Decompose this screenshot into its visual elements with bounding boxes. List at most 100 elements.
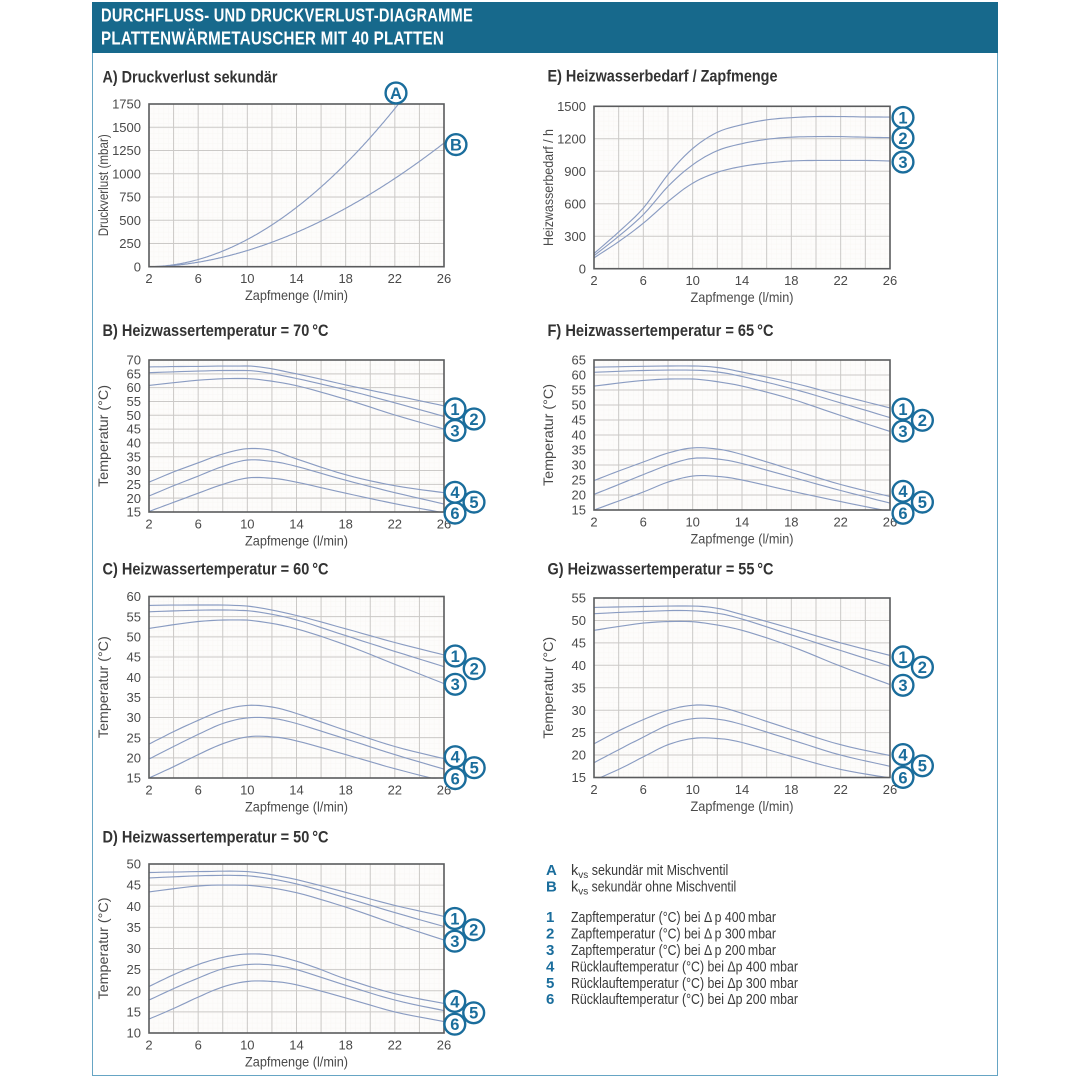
svg-text:1: 1 — [546, 909, 554, 926]
svg-text:25: 25 — [572, 473, 586, 488]
svg-text:Temperatur (°C): Temperatur (°C) — [540, 384, 556, 486]
svg-text:6: 6 — [640, 782, 647, 797]
svg-text:600: 600 — [564, 196, 586, 211]
svg-text:Rücklauftemperatur (°C) bei Δp: Rücklauftemperatur (°C) bei Δp 400 mbar — [571, 959, 798, 975]
svg-text:5: 5 — [470, 760, 479, 778]
svg-text:60: 60 — [572, 368, 586, 383]
svg-text:Rücklauftemperatur (°C) bei Δp: Rücklauftemperatur (°C) bei Δp 300 mbar — [571, 976, 798, 992]
svg-text:26: 26 — [437, 1038, 451, 1053]
svg-text:A: A — [390, 85, 402, 103]
svg-text:2: 2 — [145, 1038, 152, 1053]
svg-text:18: 18 — [784, 782, 798, 797]
svg-text:5: 5 — [469, 494, 478, 512]
svg-text:E) Heizwasserbedarf / Zapfmeng: E) Heizwasserbedarf / Zapfmenge — [548, 67, 778, 86]
svg-text:2: 2 — [590, 515, 597, 530]
svg-text:10: 10 — [240, 517, 254, 532]
svg-text:10: 10 — [685, 273, 699, 288]
svg-text:50: 50 — [572, 398, 586, 413]
svg-text:10: 10 — [685, 782, 699, 797]
svg-text:50: 50 — [127, 629, 141, 644]
svg-text:18: 18 — [338, 1038, 352, 1053]
svg-text:1000: 1000 — [112, 166, 141, 181]
svg-text:15: 15 — [127, 505, 141, 520]
svg-text:30: 30 — [127, 463, 141, 478]
svg-text:C) Heizwassertemperatur = 60 °: C) Heizwassertemperatur = 60 °C — [103, 560, 329, 579]
svg-text:6: 6 — [640, 515, 647, 530]
svg-text:18: 18 — [338, 271, 352, 286]
svg-text:45: 45 — [127, 422, 141, 437]
svg-text:40: 40 — [127, 670, 141, 685]
svg-text:Druckverlust (mbar): Druckverlust (mbar) — [95, 134, 111, 236]
svg-text:3: 3 — [898, 677, 907, 695]
svg-text:Zapfmenge (l/min): Zapfmenge (l/min) — [245, 1054, 348, 1070]
svg-text:Zapftemperatur (°C) bei Δ p 20: Zapftemperatur (°C) bei Δ p 200 mbar — [571, 943, 776, 959]
svg-text:250: 250 — [119, 236, 141, 251]
svg-text:Zapfmenge (l/min): Zapfmenge (l/min) — [691, 798, 794, 814]
svg-text:45: 45 — [127, 650, 141, 665]
svg-text:1: 1 — [898, 649, 907, 667]
svg-text:2: 2 — [918, 659, 927, 677]
svg-text:65: 65 — [127, 366, 141, 381]
svg-text:4: 4 — [450, 484, 460, 502]
svg-text:F) Heizwassertemperatur = 65 °: F) Heizwassertemperatur = 65 °C — [548, 321, 774, 340]
svg-text:Temperatur (°C): Temperatur (°C) — [95, 385, 111, 487]
svg-text:20: 20 — [572, 488, 586, 503]
svg-text:60: 60 — [127, 380, 141, 395]
svg-text:10: 10 — [685, 515, 699, 530]
svg-text:Zapftemperatur (°C) bei Δ p 40: Zapftemperatur (°C) bei Δ p 400 mbar — [571, 910, 776, 926]
svg-text:1: 1 — [451, 648, 460, 666]
svg-text:3: 3 — [451, 676, 460, 694]
svg-text:40: 40 — [572, 428, 586, 443]
svg-text:15: 15 — [127, 1005, 141, 1020]
svg-text:2: 2 — [898, 130, 907, 148]
svg-text:22: 22 — [388, 783, 402, 798]
svg-text:Zapfmenge (l/min): Zapfmenge (l/min) — [245, 533, 348, 549]
svg-text:60: 60 — [127, 589, 141, 604]
svg-text:14: 14 — [289, 271, 303, 286]
svg-text:30: 30 — [127, 941, 141, 956]
svg-text:3: 3 — [546, 942, 554, 959]
svg-text:4: 4 — [546, 958, 555, 975]
svg-text:2: 2 — [918, 412, 927, 430]
svg-text:5: 5 — [918, 758, 927, 776]
svg-text:10: 10 — [240, 271, 254, 286]
svg-text:45: 45 — [572, 413, 586, 428]
svg-text:35: 35 — [127, 690, 141, 705]
svg-text:kvs sekundär ohne Mischventil: kvs sekundär ohne Mischventil — [571, 880, 736, 898]
svg-text:10: 10 — [127, 1026, 141, 1041]
svg-text:55: 55 — [127, 609, 141, 624]
svg-text:A) Druckverlust sekundär: A) Druckverlust sekundär — [103, 68, 278, 87]
svg-text:15: 15 — [127, 771, 141, 786]
svg-text:55: 55 — [127, 394, 141, 409]
svg-text:Rücklauftemperatur (°C) bei Δp: Rücklauftemperatur (°C) bei Δp 200 mbar — [571, 992, 798, 1008]
svg-text:25: 25 — [127, 730, 141, 745]
svg-text:1200: 1200 — [557, 131, 586, 146]
svg-text:Zapfmenge (l/min): Zapfmenge (l/min) — [691, 289, 794, 305]
svg-text:18: 18 — [784, 273, 798, 288]
svg-text:22: 22 — [388, 271, 402, 286]
svg-text:3: 3 — [898, 154, 907, 172]
svg-text:50: 50 — [127, 857, 141, 872]
svg-text:Zapfmenge (l/min): Zapfmenge (l/min) — [691, 531, 794, 547]
svg-text:6: 6 — [195, 783, 202, 798]
svg-text:1: 1 — [450, 401, 459, 419]
svg-text:15: 15 — [572, 503, 586, 518]
svg-text:15: 15 — [572, 770, 586, 785]
svg-text:70: 70 — [127, 353, 141, 368]
svg-text:45: 45 — [572, 636, 586, 651]
svg-text:1500: 1500 — [557, 99, 586, 114]
svg-text:PLATTENWÄRMETAUSCHER MIT 40 PL: PLATTENWÄRMETAUSCHER MIT 40 PLATTEN — [101, 29, 444, 49]
svg-text:6: 6 — [640, 273, 647, 288]
svg-text:18: 18 — [338, 783, 352, 798]
svg-text:2: 2 — [470, 661, 479, 679]
svg-text:2: 2 — [590, 273, 597, 288]
svg-text:35: 35 — [127, 449, 141, 464]
svg-text:Temperatur (°C): Temperatur (°C) — [540, 637, 556, 739]
svg-text:3: 3 — [898, 423, 907, 441]
svg-text:DURCHFLUSS- UND DRUCKVERLUST-D: DURCHFLUSS- UND DRUCKVERLUST-DIAGRAMME — [101, 6, 473, 26]
svg-text:Temperatur (°C): Temperatur (°C) — [95, 636, 111, 738]
svg-text:25: 25 — [572, 725, 586, 740]
svg-text:2: 2 — [145, 271, 152, 286]
svg-text:6: 6 — [450, 505, 459, 523]
svg-text:B: B — [450, 137, 462, 155]
